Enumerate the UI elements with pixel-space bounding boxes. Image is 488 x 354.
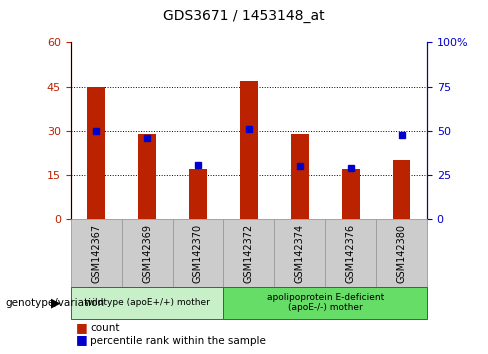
Text: GDS3671 / 1453148_at: GDS3671 / 1453148_at	[163, 9, 325, 23]
Bar	[291, 134, 309, 219]
Bar	[189, 169, 207, 219]
Text: ■: ■	[76, 333, 87, 346]
Bar	[87, 87, 105, 219]
Text: GSM142370: GSM142370	[193, 223, 203, 283]
Text: GSM142367: GSM142367	[91, 223, 101, 283]
Text: ■: ■	[76, 321, 87, 334]
Text: GSM142380: GSM142380	[397, 224, 407, 282]
Text: GSM142374: GSM142374	[295, 223, 305, 283]
Bar	[240, 81, 258, 219]
Bar	[393, 160, 410, 219]
Text: ▶: ▶	[51, 296, 61, 309]
Text: count: count	[90, 323, 120, 333]
Text: apolipoprotein E-deficient
(apoE-/-) mother: apolipoprotein E-deficient (apoE-/-) mot…	[266, 293, 384, 312]
Bar	[138, 134, 156, 219]
Bar	[342, 169, 360, 219]
Text: wildtype (apoE+/+) mother: wildtype (apoE+/+) mother	[84, 298, 209, 307]
Text: genotype/variation: genotype/variation	[5, 298, 104, 308]
Text: GSM142372: GSM142372	[244, 223, 254, 283]
Text: GSM142376: GSM142376	[346, 223, 356, 283]
Text: percentile rank within the sample: percentile rank within the sample	[90, 336, 266, 346]
Text: GSM142369: GSM142369	[142, 224, 152, 282]
